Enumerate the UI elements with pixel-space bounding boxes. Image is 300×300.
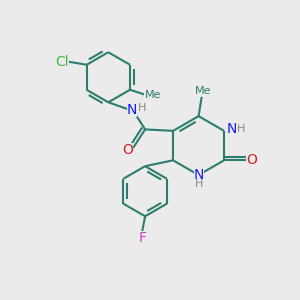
Text: H: H — [195, 179, 203, 190]
Text: N: N — [127, 103, 137, 117]
Text: O: O — [247, 153, 257, 167]
Text: Me: Me — [144, 90, 161, 100]
Text: Cl: Cl — [56, 55, 69, 69]
Text: F: F — [138, 231, 146, 245]
Text: N: N — [226, 122, 237, 136]
Text: H: H — [138, 103, 146, 112]
Text: O: O — [123, 143, 134, 157]
Text: Me: Me — [195, 85, 211, 95]
Text: N: N — [194, 168, 204, 182]
Text: H: H — [236, 124, 245, 134]
